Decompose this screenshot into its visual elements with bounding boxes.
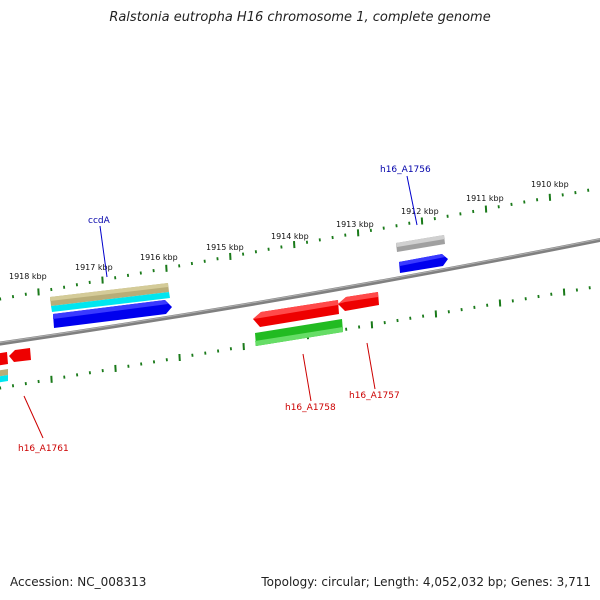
gene-feature-tan-top <box>50 283 168 301</box>
cds-reverse-arrow <box>0 352 8 366</box>
cds-forward-arrow-shade <box>399 254 445 266</box>
label-leader-line <box>406 175 418 226</box>
gene-h16-a1758[interactable] <box>253 300 343 346</box>
cds-reverse-arrow <box>9 348 31 362</box>
gene-h16-a1761[interactable] <box>0 348 31 383</box>
inner-tick-track <box>0 286 591 390</box>
gene-feature-green-shade <box>255 327 343 346</box>
label-leader-line <box>23 395 44 439</box>
chromosome-backbone-highlight <box>0 238 600 344</box>
tick-label: 1912 kbp <box>401 207 439 216</box>
gene-feature-cyan <box>0 375 8 383</box>
gene-feature-gray-top <box>396 235 445 247</box>
tick-label: 1913 kbp <box>336 220 374 229</box>
tick-label: 1910 kbp <box>531 180 569 189</box>
tick-label: 1914 kbp <box>271 232 309 241</box>
accession-text: Accession: NC_008313 <box>10 575 147 589</box>
tick-label: 1916 kbp <box>140 253 178 262</box>
gene-feature-tan <box>0 369 8 377</box>
chromosome-backbone <box>0 237 600 346</box>
label-leader-line <box>302 353 312 402</box>
gene-h16-a1756[interactable] <box>396 235 448 273</box>
tick-label: 1918 kbp <box>9 272 47 281</box>
gene-label-h16-a1757[interactable]: h16_A1757 <box>349 391 400 401</box>
cds-reverse-arrow-shade <box>338 292 378 304</box>
label-leader-line <box>366 342 376 390</box>
cds-forward-arrow-shade <box>53 300 168 319</box>
gene-label-ccda[interactable]: ccdA <box>88 216 111 226</box>
map-title: Ralstonia eutropha H16 chromosome 1, com… <box>109 10 491 25</box>
gene-h16-a1757[interactable] <box>338 292 379 311</box>
tick-label: 1915 kbp <box>206 243 244 252</box>
gene-ccda[interactable] <box>50 283 172 328</box>
gene-label-h16-a1756[interactable]: h16_A1756 <box>380 165 431 175</box>
label-leader-line <box>99 225 108 278</box>
gene-label-h16-a1758[interactable]: h16_A1758 <box>285 403 336 413</box>
gene-feature-cyan <box>51 292 170 312</box>
gene-label-h16-a1761[interactable]: h16_A1761 <box>18 444 69 454</box>
cds-reverse-arrow-shade <box>253 300 338 319</box>
tick-label: 1917 kbp <box>75 263 113 272</box>
outer-tick-track <box>0 188 590 301</box>
tick-label: 1911 kbp <box>466 194 504 203</box>
genome-summary-text: Topology: circular; Length: 4,052,032 bp… <box>261 575 591 589</box>
